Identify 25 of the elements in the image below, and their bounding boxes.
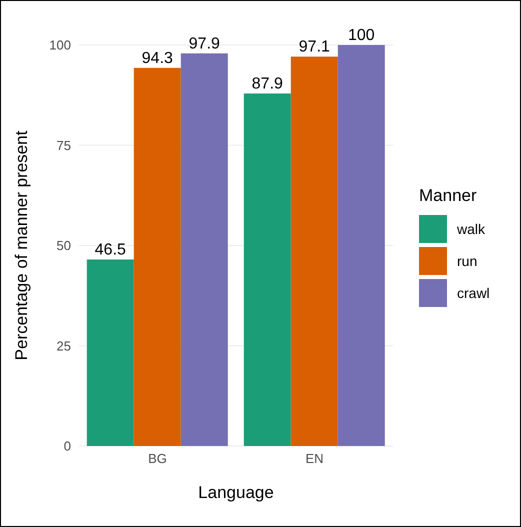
x-tick-label: BG (148, 451, 167, 466)
data-label: 97.1 (298, 38, 330, 56)
bar (134, 68, 181, 446)
data-label: 94.3 (142, 50, 174, 67)
y-axis-title: Percentage of manner present (12, 130, 32, 360)
legend-label: run (457, 253, 478, 269)
y-tick-label: 0 (64, 438, 71, 454)
legend-title: Manner (419, 186, 478, 206)
data-label: 100 (348, 27, 375, 44)
y-tick-label: 25 (56, 338, 71, 354)
bar (180, 53, 228, 446)
legend-label: crawl (457, 285, 490, 301)
y-tick-label: 50 (56, 238, 71, 254)
data-label: 46.5 (94, 242, 126, 259)
x-axis-title: Language (198, 483, 274, 502)
y-tick-label: 100 (49, 38, 71, 53)
bar (244, 94, 291, 446)
bar (86, 260, 134, 446)
bar (338, 45, 385, 446)
x-tick-label: EN (305, 451, 324, 466)
data-label: 87.9 (252, 76, 284, 93)
data-label: 97.9 (188, 35, 220, 52)
legend-label: walk (457, 221, 486, 237)
bar (290, 56, 338, 446)
y-tick-label: 75 (56, 138, 71, 153)
